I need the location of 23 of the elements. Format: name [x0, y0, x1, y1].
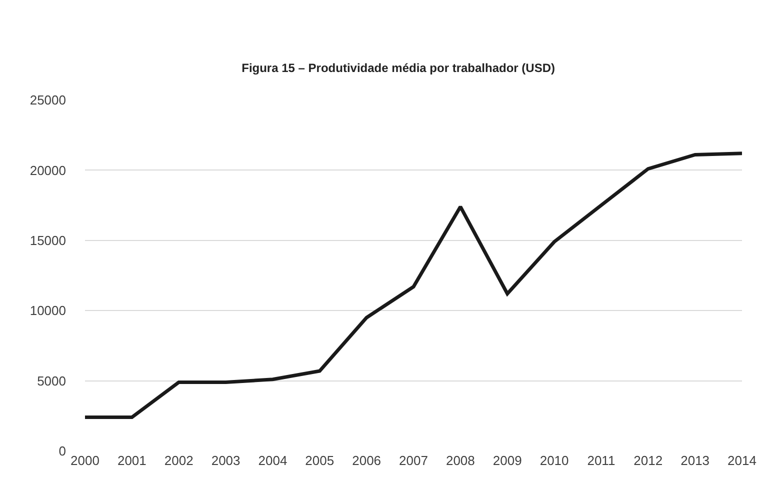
y-tick-label: 25000: [30, 92, 66, 108]
x-tick-label: 2002: [164, 453, 194, 468]
x-tick-label: 2010: [540, 453, 569, 468]
y-tick-label: 20000: [30, 162, 66, 178]
x-tick-label: 2014: [728, 453, 756, 468]
y-tick-label: 10000: [30, 303, 66, 318]
x-tick-label: 2004: [258, 453, 288, 468]
x-tick-label: 2012: [634, 453, 663, 468]
x-tick-label: 2001: [117, 453, 146, 468]
x-tick-label: 2003: [211, 453, 240, 468]
x-tick-label: 2000: [70, 453, 100, 468]
x-tick-label: 2005: [305, 453, 334, 468]
x-tick-label: 2006: [352, 453, 382, 468]
line-series: [85, 152, 742, 420]
x-tick-label: 2011: [587, 453, 616, 468]
x-tick-label: 2013: [680, 453, 710, 468]
chart-title: Figura 15 – Produtividade média por trabalhador (USD): [242, 61, 556, 76]
y-tick-label: 5000: [37, 373, 66, 388]
x-tick-label: 2009: [492, 453, 522, 468]
y-tick-label: 0: [58, 444, 66, 459]
y-tick-label: 15000: [30, 232, 66, 248]
x-tick-label: 2008: [446, 453, 475, 468]
x-tick-label: 2007: [399, 453, 428, 468]
